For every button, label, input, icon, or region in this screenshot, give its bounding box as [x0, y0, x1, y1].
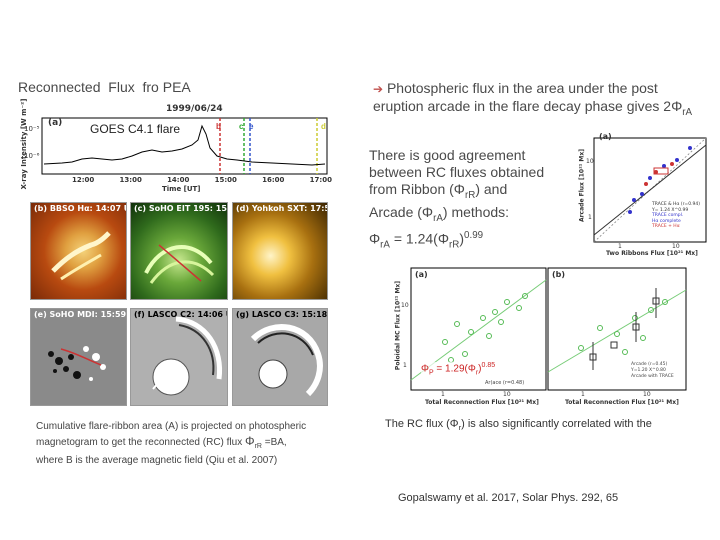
legend-item: Hα complete [652, 218, 681, 224]
goes-xtick: 12:00 [72, 176, 95, 184]
lasco-c2-image: (f) LASCO C2: 14:06 UT [130, 308, 228, 406]
poloidal-xtick: 1 [441, 391, 445, 398]
cme-c2-shape [152, 316, 223, 396]
intro-line-2: eruption arcade in the flare decay phase… [373, 98, 693, 118]
goes-flare-label: GOES C4.1 flare [90, 122, 181, 136]
goes-xtick: 15:00 [214, 176, 237, 184]
bbso-halpha-image: (b) BBSO Hα: 14:07 UT [30, 202, 127, 300]
poloidal-xtick: 10 [503, 391, 511, 398]
rc-flux-correlation-text: The RC flux (Φr) is also significantly c… [385, 418, 652, 433]
magnetogram-spots [48, 346, 106, 381]
arcade-legend: TRACE & Hα (r=0.94) Y= 1.24 X^0.99 TRACE… [652, 202, 700, 230]
arcade-xtick: 1 [618, 243, 622, 250]
arcade-ylabel: Arcade Flux [10²¹ Mx] [578, 148, 586, 223]
poloidal-ytick: 10 [401, 302, 409, 309]
legend-item: TRACE & Hα (r=0.94) [652, 202, 700, 207]
legend-item: Y=1.20 X^0.80 [631, 368, 666, 373]
arcade-xtick: 10 [672, 243, 680, 250]
panel-label: (e) SoHO MDI: 15:59 UT [34, 310, 127, 319]
goes-xtick: 16:00 [262, 176, 285, 184]
goes-ylabel: X-ray Intensity [W m⁻²] [20, 98, 28, 190]
ribbon-shape [51, 231, 111, 281]
poloidal-flux-plot: (a) (b) Poloidal MC Flux [10²¹ Mx] 10 1 … [385, 262, 690, 410]
goes-xlabel: Time [UT] [162, 185, 201, 193]
legend-item: Arcade (r=0.45) [631, 362, 668, 367]
poloidal-ylabel: Poloidal MC Flux [10²¹ Mx] [394, 280, 402, 371]
panel-label: (c) SoHO EIT 195: 15:48 UT [134, 204, 227, 213]
left-heading: Reconnected Flux fro PEA [18, 79, 191, 95]
arcade-scatter [593, 137, 707, 243]
caption-line-2: magnetogram to get the reconnected (RC) … [36, 434, 287, 450]
intro-line-1: ➔ Photospheric flux in the area under th… [373, 80, 658, 96]
goes-xray-chart [41, 117, 328, 175]
agreement-line: between RC fluxes obtained [369, 164, 545, 180]
goes-ytick-2: 10⁻⁶ [24, 152, 40, 160]
goes-marker-d: d [321, 122, 326, 131]
goes-marker-e: e [249, 122, 254, 131]
arcade-ytick: 1 [588, 214, 592, 221]
poloidal-tag-b: (b) [552, 270, 566, 279]
goes-xtick: 13:00 [119, 176, 142, 184]
citation: Gopalswamy et al. 2017, Solar Phys. 292,… [398, 492, 619, 504]
goes-xtick: 14:00 [167, 176, 190, 184]
poloidal-formula: ΦP = 1.29(Φr)0.85 [421, 362, 496, 377]
goes-plot: (a) 1999/06/24 X-ray Intensity [W m⁻²] 1… [12, 99, 332, 196]
poloidal-xtick: 1 [581, 391, 585, 398]
arcade-shape [144, 244, 215, 284]
right-intro: ➔ Photospheric flux in the area under th… [373, 80, 713, 121]
yohkoh-sxt-image: (d) Yohkoh SXT: 17:50 UT [232, 202, 328, 300]
poloidal-xlabel-a: Total Reconnection Flux [10²¹ Mx] [425, 399, 539, 406]
legend-item: Y= 1.24 X^0.99 [652, 207, 689, 213]
arcade-xlabel: Two Ribbons Flux [10²¹ Mx] [606, 250, 698, 257]
goes-panel-tag: (a) [48, 118, 63, 128]
arcade-flux-plot: (a) Arcade Flux [10²¹ Mx] 10 1 1 10 Two … [572, 130, 712, 260]
goes-date: 1999/06/24 [166, 104, 223, 114]
arrow-icon: ➔ [373, 82, 384, 96]
legend-item: Arcade with TRACE [631, 374, 674, 379]
panel-label: (d) Yohkoh SXT: 17:50 UT [236, 204, 327, 213]
goes-xticks: 12:00 13:00 14:00 15:00 16:00 17:00 [72, 176, 332, 184]
goes-marker-c: c [239, 122, 244, 131]
arcade-ytick: 10 [586, 158, 594, 165]
lasco-c3-image: (g) LASCO C3: 15:18 UT [232, 308, 328, 406]
goes-marker-b: b [216, 122, 221, 131]
agreement-line: There is good agreement [369, 147, 526, 163]
cme-c3-shape [250, 324, 323, 397]
panel-label: (g) LASCO C3: 15:18 UT [236, 310, 328, 319]
panel-label: (b) BBSO Hα: 14:07 UT [34, 204, 127, 213]
goes-ytick-1: 10⁻⁵ [24, 125, 40, 133]
goes-xtick: 17:00 [309, 176, 332, 184]
eit-195-image: (c) SoHO EIT 195: 15:48 UT [130, 202, 228, 300]
agreement-line: from Ribbon (ΦrR) and [369, 181, 508, 201]
agreement-text: There is good agreement between RC fluxe… [369, 147, 569, 253]
poloidal-ytick: 1 [403, 362, 407, 369]
poloidal-xlabel-b: Total Reconnection Flux [10²¹ Mx] [565, 399, 679, 406]
legend-item: TRACE compl. [652, 213, 684, 218]
poloidal-legend-b: Arcade (r=0.45) Y=1.20 X^0.80 Arcade wit… [631, 362, 674, 380]
left-caption: Cumulative flare-ribbon area (A) is proj… [36, 420, 356, 468]
poloidal-tag-a: (a) [415, 270, 428, 279]
agreement-line: Arcade (ΦrA) methods: [369, 203, 510, 224]
agreement-formula: ΦrA = 1.24(ΦrR)0.99 [369, 229, 484, 251]
legend-item: TRACE + Hα [652, 224, 680, 229]
mdi-magnetogram-image: (e) SoHO MDI: 15:59 UT [30, 308, 127, 406]
caption-line-3: where B is the average magnetic field (Q… [36, 455, 278, 466]
arcade-panel-tag: (a) [599, 132, 612, 141]
caption-line-1: Cumulative flare-ribbon area (A) is proj… [36, 421, 307, 432]
poloidal-scatter [410, 267, 687, 391]
panel-label: (f) LASCO C2: 14:06 UT [134, 310, 228, 319]
poloidal-legend-a: Ar(ace (r=0.48) [485, 380, 525, 386]
poloidal-xtick: 10 [643, 391, 651, 398]
